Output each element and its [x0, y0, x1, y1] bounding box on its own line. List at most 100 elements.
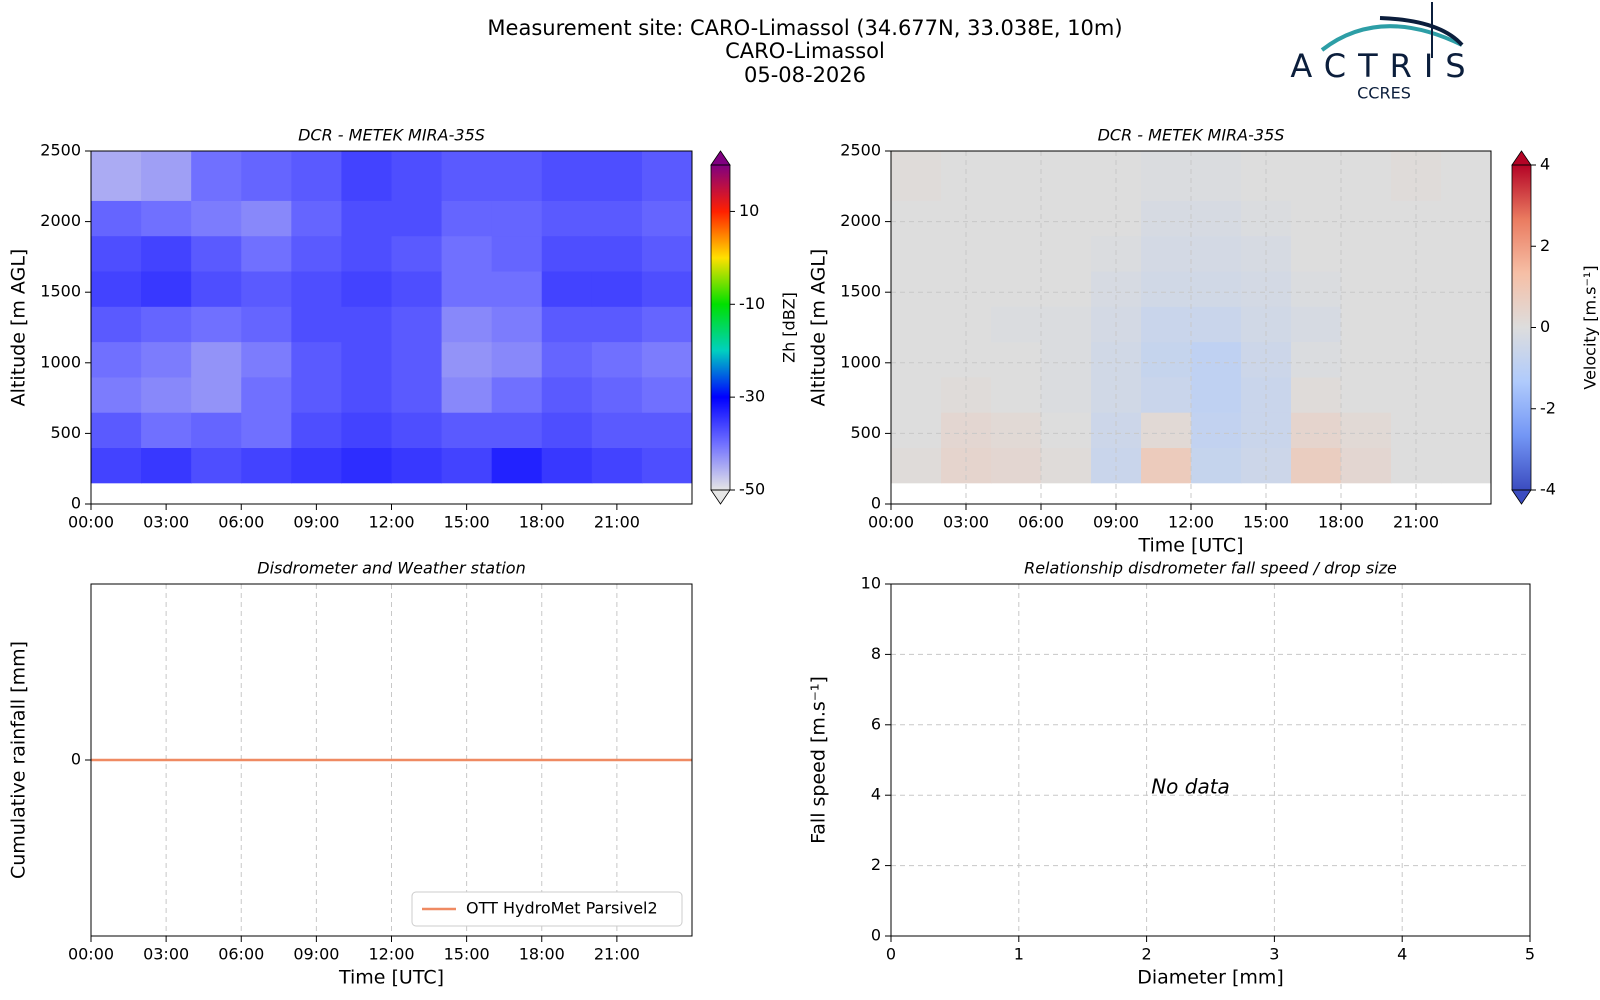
- heatmap-cell: [891, 271, 942, 307]
- heatmap-cell: [491, 151, 543, 201]
- heatmap-cell: [341, 447, 392, 484]
- heatmap-cell: [91, 306, 142, 343]
- heatmap-cell: [141, 235, 192, 272]
- heatmap-cell: [91, 271, 142, 307]
- heatmap-cell: [241, 271, 292, 307]
- y-tick-label: 6: [871, 714, 881, 733]
- heatmap-cell: [541, 271, 593, 307]
- heatmap-cell: [991, 271, 1042, 307]
- heatmap-cell: [891, 151, 942, 201]
- heatmap-cell: [991, 151, 1042, 201]
- heatmap-cell: [91, 341, 142, 378]
- heatmap-cell: [241, 151, 292, 201]
- heatmap-cell: [591, 235, 643, 272]
- x-tick-label: 03:00: [143, 945, 189, 964]
- x-tick-label: 5: [1525, 945, 1535, 964]
- heatmap-cell: [1441, 151, 1492, 201]
- y-axis-label: Altitude [m AGL]: [808, 249, 830, 407]
- colorbar-label: Velocity [m.s⁻¹]: [1581, 265, 1600, 389]
- heatmap-cell: [1141, 235, 1192, 272]
- x-tick-label: 2: [1142, 945, 1152, 964]
- heatmap-cell: [341, 341, 392, 378]
- heatmap-cell: [291, 341, 342, 378]
- heatmap-cell: [591, 271, 643, 307]
- heatmap-cell: [1291, 151, 1342, 201]
- colorbar-tick-label: -10: [739, 294, 765, 313]
- heatmap-cell: [141, 341, 192, 378]
- heatmap-cell: [641, 151, 693, 201]
- heatmap-cell: [591, 200, 643, 237]
- heatmap-cell: [1041, 447, 1092, 484]
- x-tick-label: 18:00: [519, 513, 565, 532]
- y-tick-label: 0: [871, 926, 881, 945]
- heatmap-cell: [991, 447, 1042, 484]
- logo-name: ACTRIS: [1290, 47, 1477, 85]
- plot-frame: [90, 583, 693, 937]
- header-line: CARO-Limassol: [725, 39, 885, 63]
- x-tick-label: 4: [1397, 945, 1407, 964]
- heatmap-cell: [591, 447, 643, 484]
- heatmap-cell: [441, 341, 493, 378]
- heatmap-cell: [641, 271, 693, 307]
- heatmap-cell: [1341, 341, 1392, 378]
- heatmap-cell: [891, 235, 942, 272]
- heatmap-cell: [541, 376, 593, 413]
- heatmap-cell: [291, 306, 342, 343]
- heatmap-cell: [591, 376, 643, 413]
- colorbar-frame: [710, 164, 731, 491]
- heatmap-cell: [1341, 200, 1392, 237]
- x-tick-label: 18:00: [519, 945, 565, 964]
- header-line: Measurement site: CARO-Limassol (34.677N…: [487, 16, 1122, 40]
- x-tick-label: 3: [1269, 945, 1279, 964]
- heatmap-cell: [241, 376, 292, 413]
- heatmap-cell: [91, 376, 142, 413]
- heatmap-cell: [1341, 376, 1392, 413]
- heatmap-cell: [1091, 151, 1142, 201]
- colorbar: [711, 165, 730, 490]
- heatmap-cell: [191, 200, 242, 237]
- heatmap-cell: [1191, 200, 1242, 237]
- heatmap-cell: [291, 412, 342, 449]
- heatmap-cell: [241, 306, 292, 343]
- x-tick-label: 06:00: [218, 513, 264, 532]
- y-tick-label: 8: [871, 644, 881, 663]
- heatmap-cell: [1041, 151, 1092, 201]
- heatmap-cell: [1041, 412, 1092, 449]
- heatmap-cell: [1291, 306, 1342, 343]
- heatmap-cell: [1041, 235, 1092, 272]
- colorbar-tick-label: -50: [739, 480, 765, 499]
- heatmap-cell: [891, 306, 942, 343]
- heatmap-cell: [1441, 376, 1492, 413]
- y-tick-label: 4: [871, 785, 881, 804]
- colorbar-label: Zh [dBZ]: [780, 292, 799, 363]
- heatmap-cell: [1191, 306, 1242, 343]
- heatmap-cell: [1291, 376, 1342, 413]
- x-tick-label: 15:00: [444, 945, 490, 964]
- y-tick-label: 0: [71, 750, 81, 769]
- heatmap-cell: [1441, 306, 1492, 343]
- x-tick-label: 21:00: [1393, 513, 1439, 532]
- x-tick-label: 03:00: [143, 513, 189, 532]
- header-line: 05-08-2026: [744, 63, 866, 87]
- logo: ACTRIS CCRES: [1290, 2, 1477, 103]
- heatmap-cell: [491, 341, 543, 378]
- heatmap-cell: [391, 412, 443, 449]
- colorbar-tick-label: 0: [1540, 317, 1550, 336]
- x-tick-label: 06:00: [218, 945, 264, 964]
- heatmap-cell: [1191, 271, 1242, 307]
- heatmap-cell: [891, 376, 942, 413]
- heatmap-cell: [291, 235, 342, 272]
- heatmap-cell: [541, 341, 593, 378]
- heatmap-cell: [391, 271, 443, 307]
- y-tick-label: 500: [850, 423, 881, 442]
- plot-area: [891, 584, 1530, 936]
- heatmap-cell: [891, 200, 942, 237]
- heatmap-cell: [1291, 200, 1342, 237]
- heatmap-cell: [141, 412, 192, 449]
- heatmap-cell: [541, 306, 593, 343]
- heatmap-cell: [1291, 447, 1342, 484]
- x-tick-label: 21:00: [594, 945, 640, 964]
- x-tick-label: 00:00: [68, 513, 114, 532]
- x-tick-label: 18:00: [1318, 513, 1364, 532]
- heatmap-cell: [1441, 271, 1492, 307]
